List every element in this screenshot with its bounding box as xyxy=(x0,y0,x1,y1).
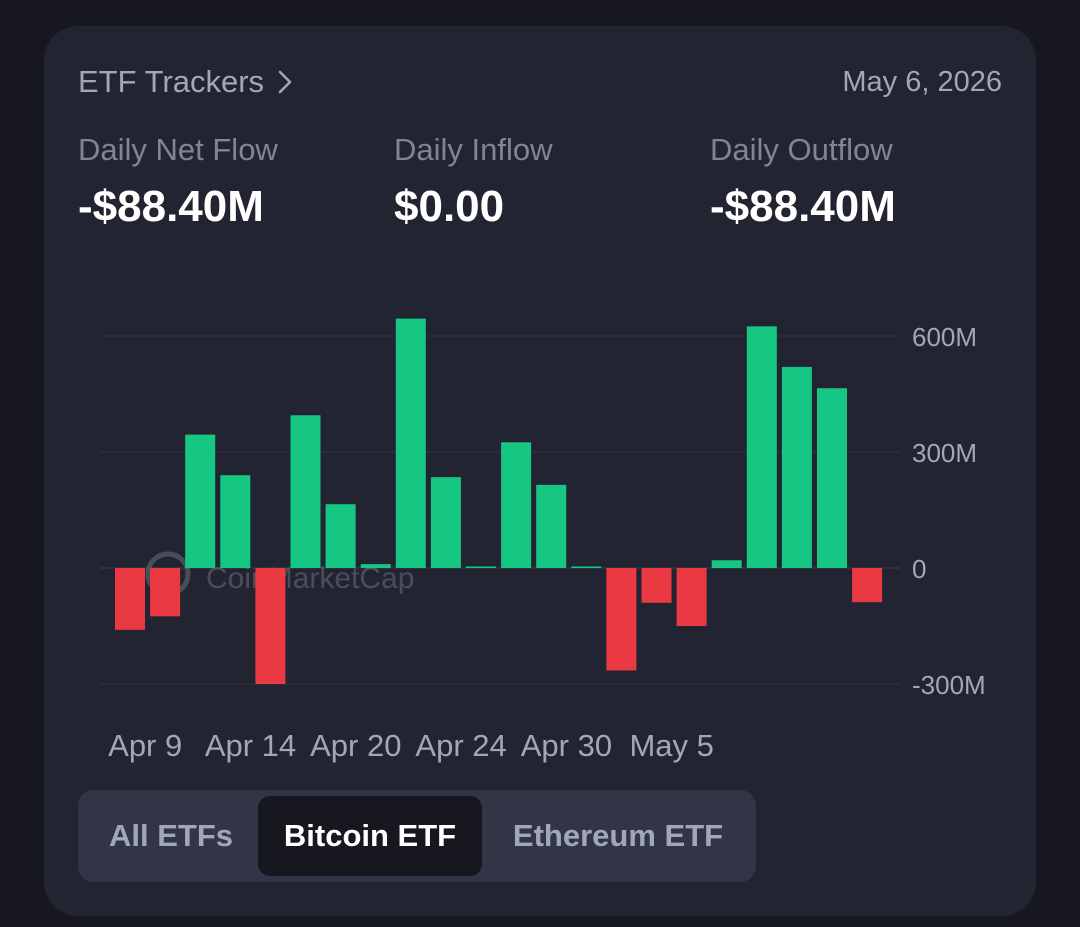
y-tick-label: 600M xyxy=(912,322,977,352)
etf-tracker-card: ETF Trackers May 6, 2026 Daily Net Flow … xyxy=(44,26,1036,916)
outflow-bar xyxy=(255,568,286,684)
metric-label: Daily Net Flow xyxy=(78,132,278,167)
outflow-bar xyxy=(115,568,145,630)
etf-trackers-link[interactable]: ETF Trackers xyxy=(78,64,292,100)
report-date: May 6, 2026 xyxy=(842,66,1002,98)
x-tick-label: Apr 14 xyxy=(205,728,296,763)
inflow-bar xyxy=(290,415,321,568)
outflow-bar xyxy=(606,568,637,671)
metric-value: $0.00 xyxy=(394,182,505,231)
etf-type-tabs: All ETFs Bitcoin ETF Ethereum ETF xyxy=(78,790,756,882)
outflow-bar xyxy=(150,568,181,617)
x-tick-label: Apr 30 xyxy=(521,728,612,763)
outflow-bar xyxy=(676,568,707,626)
inflow-bar xyxy=(817,388,847,568)
inflow-bar xyxy=(360,564,391,568)
daily-net-flow: Daily Net Flow -$88.40M xyxy=(78,132,278,232)
y-tick-label: -300M xyxy=(912,670,986,700)
inflow-bar xyxy=(501,442,532,568)
daily-outflow: Daily Outflow -$88.40M xyxy=(710,132,896,232)
tab-ethereum-etf[interactable]: Ethereum ETF xyxy=(512,818,724,853)
x-tick-label: Apr 20 xyxy=(310,728,401,763)
outflow-bar xyxy=(641,568,672,603)
x-tick-label: Apr 24 xyxy=(415,728,506,763)
inflow-bar xyxy=(571,566,602,568)
y-tick-label: 300M xyxy=(912,438,977,468)
metric-value: -$88.40M xyxy=(78,182,264,231)
y-tick-label: 0 xyxy=(912,554,926,584)
inflow-bar xyxy=(746,326,777,568)
metric-label: Daily Outflow xyxy=(710,132,893,167)
x-tick-label: Apr 9 xyxy=(108,728,182,763)
inflow-bar xyxy=(185,434,216,568)
inflow-bar xyxy=(711,560,742,568)
inflow-bar xyxy=(536,484,567,568)
outflow-bar xyxy=(852,568,883,603)
inflow-bar xyxy=(430,477,461,568)
flow-metrics: Daily Net Flow -$88.40M Daily Inflow $0.… xyxy=(78,132,1002,242)
inflow-bar xyxy=(781,366,812,568)
inflow-bar xyxy=(466,566,496,568)
tab-all-etfs[interactable]: All ETFs xyxy=(108,818,233,853)
tab-bitcoin-etf[interactable]: Bitcoin ETF xyxy=(258,796,482,876)
inflow-bar xyxy=(325,504,356,568)
x-tick-label: May 5 xyxy=(629,728,713,763)
daily-inflow: Daily Inflow $0.00 xyxy=(394,132,553,232)
card-header: ETF Trackers May 6, 2026 xyxy=(78,64,1002,104)
inflow-bar xyxy=(395,318,426,568)
metric-value: -$88.40M xyxy=(710,182,896,231)
card-title: ETF Trackers xyxy=(78,64,265,99)
chevron-right-icon xyxy=(278,70,292,94)
inflow-bar xyxy=(220,475,251,568)
metric-label: Daily Inflow xyxy=(394,132,553,167)
